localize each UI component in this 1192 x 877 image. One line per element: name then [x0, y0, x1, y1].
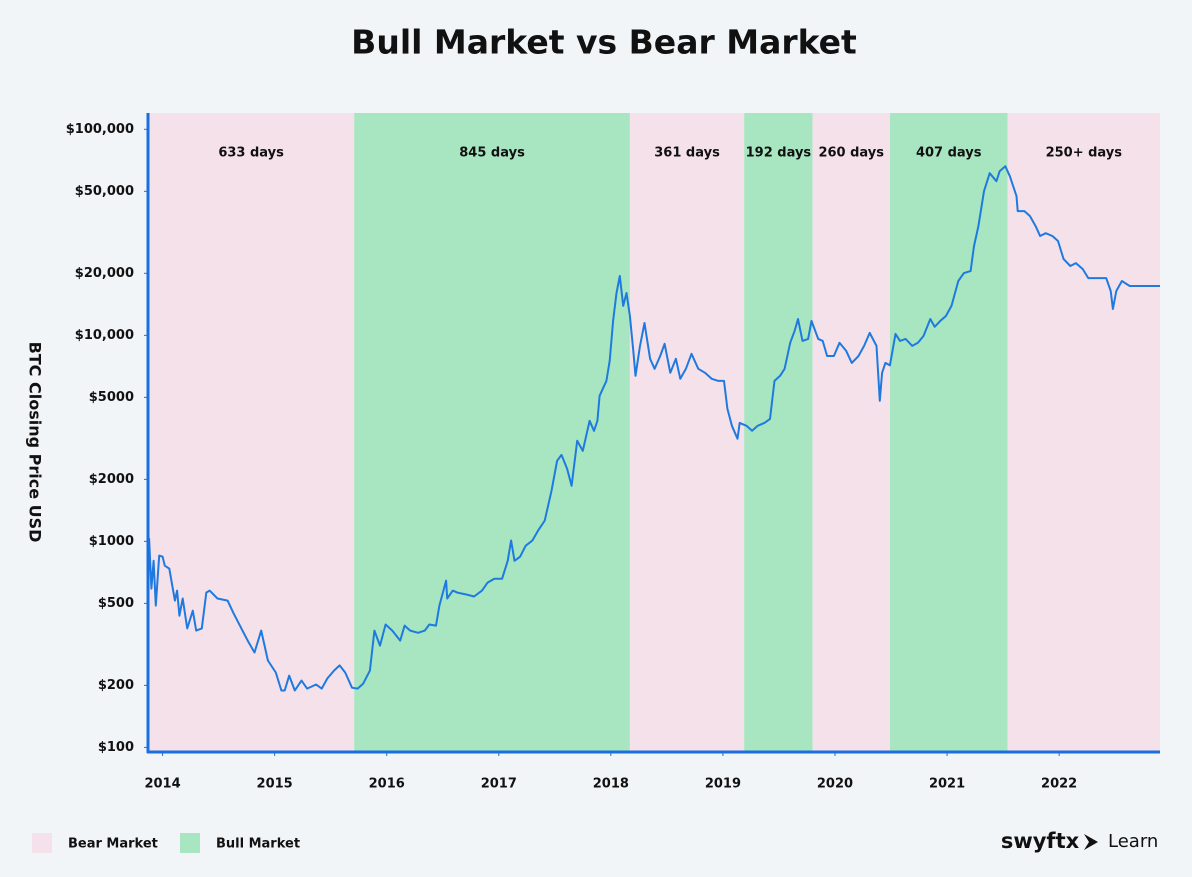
x-tick-label: 2017	[481, 777, 517, 792]
band-label: 260 days	[818, 146, 884, 161]
x-tick-label: 2021	[929, 777, 965, 792]
x-tick-label: 2016	[369, 777, 405, 792]
band-label: 250+ days	[1046, 146, 1123, 161]
price-line	[147, 165, 1160, 692]
x-tick-label: 2020	[817, 777, 853, 792]
y-tick-label: $5000	[89, 390, 134, 405]
x-tick-label: 2015	[257, 777, 293, 792]
chart-title: Bull Market vs Bear Market	[351, 23, 857, 62]
band-label: 633 days	[218, 146, 284, 161]
x-tick-label: 2019	[705, 777, 741, 792]
market-band	[812, 113, 890, 752]
band-label: 361 days	[654, 146, 720, 161]
legend-swatch	[32, 833, 52, 853]
y-tick-label: $20,000	[75, 266, 134, 281]
band-label: 407 days	[916, 146, 982, 161]
market-band	[889, 113, 1008, 752]
market-band	[354, 113, 630, 752]
y-tick-label: $10,000	[75, 328, 134, 343]
y-tick-label: $100	[98, 740, 134, 755]
legend-label: Bear Market	[68, 837, 158, 852]
y-tick-label: $200	[98, 678, 134, 693]
y-tick-label: $500	[98, 596, 134, 611]
brand-sub: Learn	[1108, 831, 1158, 852]
y-tick-label: $100,000	[66, 122, 134, 137]
band-label: 845 days	[459, 146, 525, 161]
market-band	[148, 113, 355, 752]
x-tick-label: 2018	[593, 777, 629, 792]
legend-label: Bull Market	[216, 837, 300, 852]
x-tick-label: 2014	[144, 777, 180, 792]
legend-swatch	[180, 833, 200, 853]
y-tick-label: $1000	[89, 534, 134, 549]
y-tick-label: $50,000	[75, 184, 134, 199]
brand-icon	[1084, 834, 1098, 850]
market-band	[744, 113, 813, 752]
y-tick-label: $2000	[89, 472, 134, 487]
brand-name: swyftx	[1001, 829, 1080, 853]
market-band	[1007, 113, 1160, 752]
x-tick-label: 2022	[1041, 777, 1077, 792]
band-label: 192 days	[746, 146, 812, 161]
market-band	[629, 113, 745, 752]
y-axis-label: BTC Closing Price USD	[26, 342, 45, 543]
